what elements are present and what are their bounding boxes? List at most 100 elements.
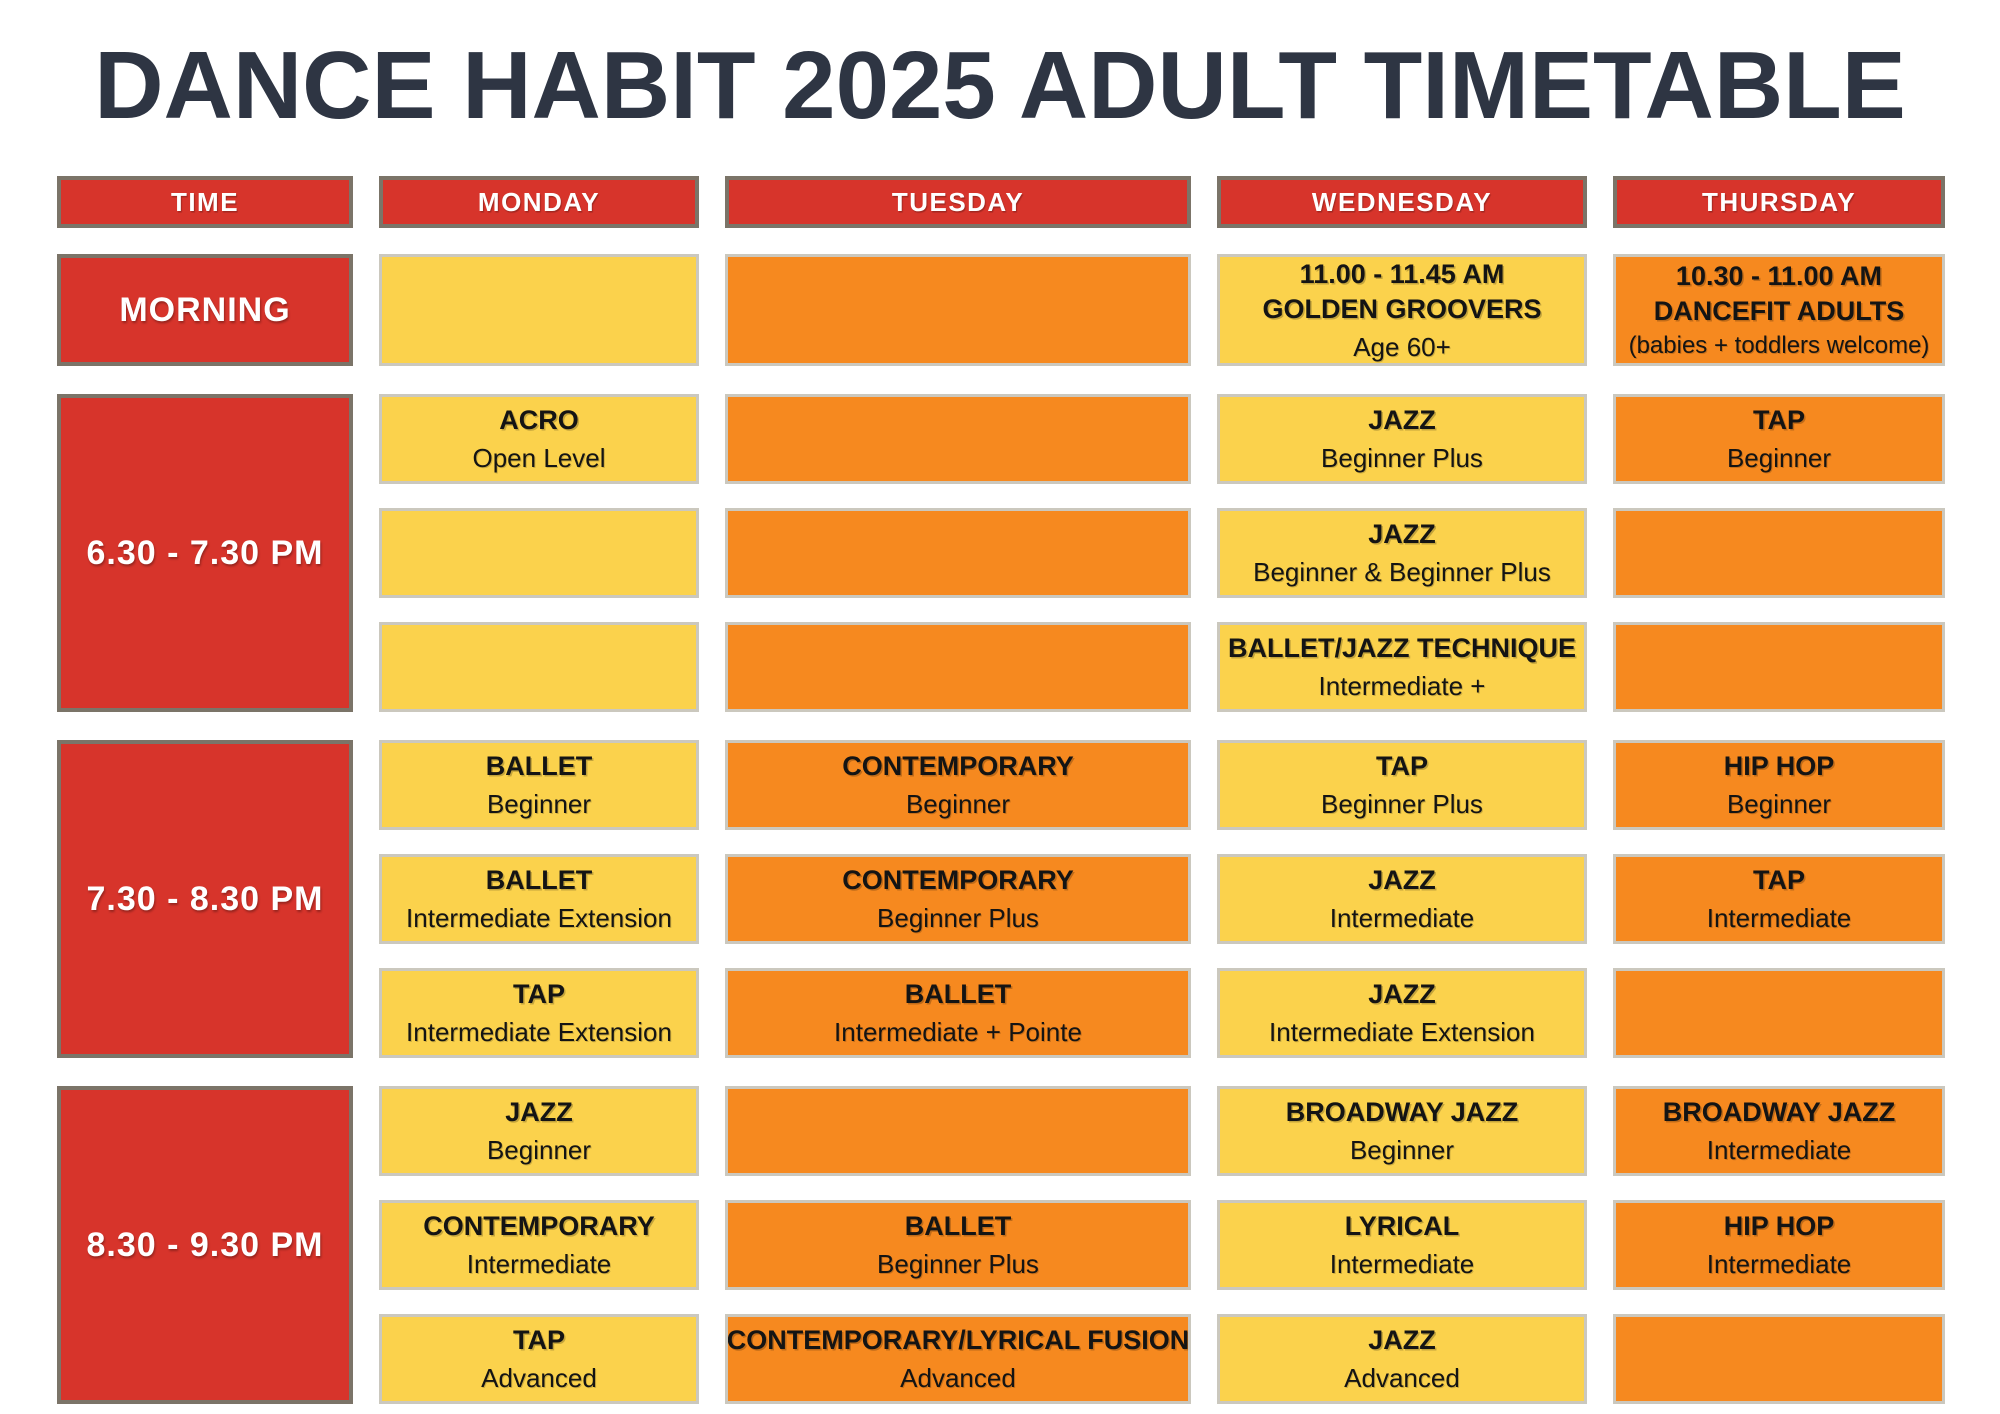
empty-cell-monday [379, 622, 699, 712]
class-name: BALLET [904, 979, 1012, 1010]
column-header-wednesday: WEDNESDAY [1217, 176, 1587, 228]
class-name: BROADWAY JAZZ [1662, 1097, 1896, 1128]
class-level: Advanced [481, 1363, 597, 1394]
column-header-monday: MONDAY [379, 176, 699, 228]
class-name: CONTEMPORARY [423, 1211, 655, 1242]
class-level: Open Level [472, 443, 606, 474]
class-name: CONTEMPORARY [842, 751, 1074, 782]
class-level: Age 60+ [1353, 331, 1451, 362]
class-cell-thursday: TAP Intermediate [1613, 854, 1945, 944]
class-cell-thursday: HIP HOP Intermediate [1613, 1200, 1945, 1290]
class-cell-wednesday: JAZZ Intermediate [1217, 854, 1587, 944]
class-level: Intermediate [466, 1249, 612, 1280]
column-header-tuesday: TUESDAY [725, 176, 1191, 228]
time-block: 8.30 - 9.30 PM JAZZ Beginner BROADWAY JAZZ B… [57, 1086, 1945, 1404]
time-slot-label: 6.30 - 7.30 PM [57, 394, 353, 712]
class-name: ACRO [499, 405, 579, 436]
class-level: Beginner [486, 1135, 592, 1166]
timetable-blocks: MORNING 11.00 - 11.45 AM GOLDEN GROOVERS Ag… [57, 254, 1945, 1404]
class-name: JAZZ [1368, 865, 1436, 896]
class-name: CONTEMPORARY/LYRICAL FUSION [726, 1325, 1190, 1356]
empty-cell-thursday [1613, 622, 1945, 712]
class-cell-wednesday: 11.00 - 11.45 AM GOLDEN GROOVERS Age 60+ [1217, 254, 1587, 366]
class-level: Intermediate [1706, 1249, 1852, 1280]
class-cell-wednesday: JAZZ Intermediate Extension [1217, 968, 1587, 1058]
class-name: TAP [513, 979, 565, 1010]
class-cell-wednesday: TAP Beginner Plus [1217, 740, 1587, 830]
class-cell-monday: JAZZ Beginner [379, 1086, 699, 1176]
class-level: Beginner Plus [1321, 789, 1483, 820]
time-slot-label: 8.30 - 9.30 PM [57, 1086, 353, 1404]
timetable: TIME MONDAY TUESDAY WEDNESDAY THURSDAY MORNI… [57, 176, 1945, 1414]
empty-cell-tuesday [725, 254, 1191, 366]
class-level: Intermediate Extension [406, 1017, 672, 1048]
class-level: Advanced [900, 1363, 1016, 1394]
empty-cell-thursday [1613, 1314, 1945, 1404]
class-cell-tuesday: BALLET Beginner Plus [725, 1200, 1191, 1290]
class-cell-monday: ACRO Open Level [379, 394, 699, 484]
class-level: Intermediate + [1318, 671, 1486, 702]
class-cell-thursday: BROADWAY JAZZ Intermediate [1613, 1086, 1945, 1176]
time-block: MORNING 11.00 - 11.45 AM GOLDEN GROOVERS Ag… [57, 254, 1945, 366]
class-cell-thursday: TAP Beginner [1613, 394, 1945, 484]
empty-cell-tuesday [725, 1086, 1191, 1176]
time-block: 7.30 - 8.30 PM BALLET Beginner CONTEMPORARY… [57, 740, 1945, 1058]
class-level: Beginner Plus [1321, 443, 1483, 474]
class-level: Beginner [905, 789, 1011, 820]
class-cell-monday: TAP Advanced [379, 1314, 699, 1404]
class-cell-monday: BALLET Beginner [379, 740, 699, 830]
class-name: JAZZ [1368, 1325, 1436, 1356]
time-block: 6.30 - 7.30 PM ACRO Open Level JAZZ Beginner… [57, 394, 1945, 712]
empty-cell-thursday [1613, 508, 1945, 598]
class-level: Beginner Plus [877, 903, 1039, 934]
class-cell-tuesday: CONTEMPORARY/LYRICAL FUSION Advanced [725, 1314, 1191, 1404]
class-name: JAZZ [1368, 979, 1436, 1010]
class-name: DANCEFIT ADULTS [1653, 296, 1905, 326]
time-slot-label: 7.30 - 8.30 PM [57, 740, 353, 1058]
class-name: LYRICAL [1344, 1211, 1460, 1242]
column-header-time: TIME [57, 176, 353, 228]
class-name: JAZZ [1368, 405, 1436, 436]
class-name: CONTEMPORARY [842, 865, 1074, 896]
class-cell-thursday: HIP HOP Beginner [1613, 740, 1945, 830]
empty-cell-tuesday [725, 394, 1191, 484]
class-name: TAP [1376, 751, 1428, 782]
class-name: BALLET [904, 1211, 1012, 1242]
empty-cell-tuesday [725, 508, 1191, 598]
class-name: 11.00 - 11.45 AM [1299, 258, 1505, 289]
class-name: BALLET [485, 751, 593, 782]
class-name: BROADWAY JAZZ [1285, 1097, 1519, 1128]
class-name: TAP [513, 1325, 565, 1356]
time-slot-label: MORNING [57, 254, 353, 366]
class-cell-wednesday: LYRICAL Intermediate [1217, 1200, 1587, 1290]
class-cell-wednesday: JAZZ Beginner Plus [1217, 394, 1587, 484]
class-level: Intermediate [1329, 1249, 1475, 1280]
class-cell-tuesday: BALLET Intermediate + Pointe [725, 968, 1191, 1058]
class-name: GOLDEN GROOVERS [1262, 293, 1542, 324]
class-level: Beginner [1349, 1135, 1455, 1166]
class-cell-wednesday: BROADWAY JAZZ Beginner [1217, 1086, 1587, 1176]
class-cell-monday: TAP Intermediate Extension [379, 968, 699, 1058]
class-name: TAP [1753, 865, 1805, 896]
class-cell-monday: CONTEMPORARY Intermediate [379, 1200, 699, 1290]
class-level: (babies + toddlers welcome) [1628, 332, 1930, 360]
class-cell-tuesday: CONTEMPORARY Beginner [725, 740, 1191, 830]
page-title: DANCE HABIT 2025 ADULT TIMETABLE [94, 32, 1906, 139]
class-name: HIP HOP [1723, 751, 1835, 782]
class-level: Intermediate [1329, 903, 1475, 934]
class-level: Beginner Plus [877, 1249, 1039, 1280]
class-level: Intermediate Extension [406, 903, 672, 934]
empty-cell-thursday [1613, 968, 1945, 1058]
class-name: JAZZ [1368, 519, 1436, 550]
class-level: Intermediate + Pointe [834, 1017, 1082, 1048]
class-level: Beginner & Beginner Plus [1253, 557, 1551, 588]
class-cell-tuesday: CONTEMPORARY Beginner Plus [725, 854, 1191, 944]
class-level: Intermediate [1706, 1135, 1852, 1166]
class-name: TAP [1753, 405, 1805, 436]
class-name: JAZZ [505, 1097, 573, 1128]
class-level: Intermediate Extension [1269, 1017, 1535, 1048]
class-level: Intermediate [1706, 903, 1852, 934]
class-name: HIP HOP [1723, 1211, 1835, 1242]
class-level: Beginner [1726, 789, 1832, 820]
